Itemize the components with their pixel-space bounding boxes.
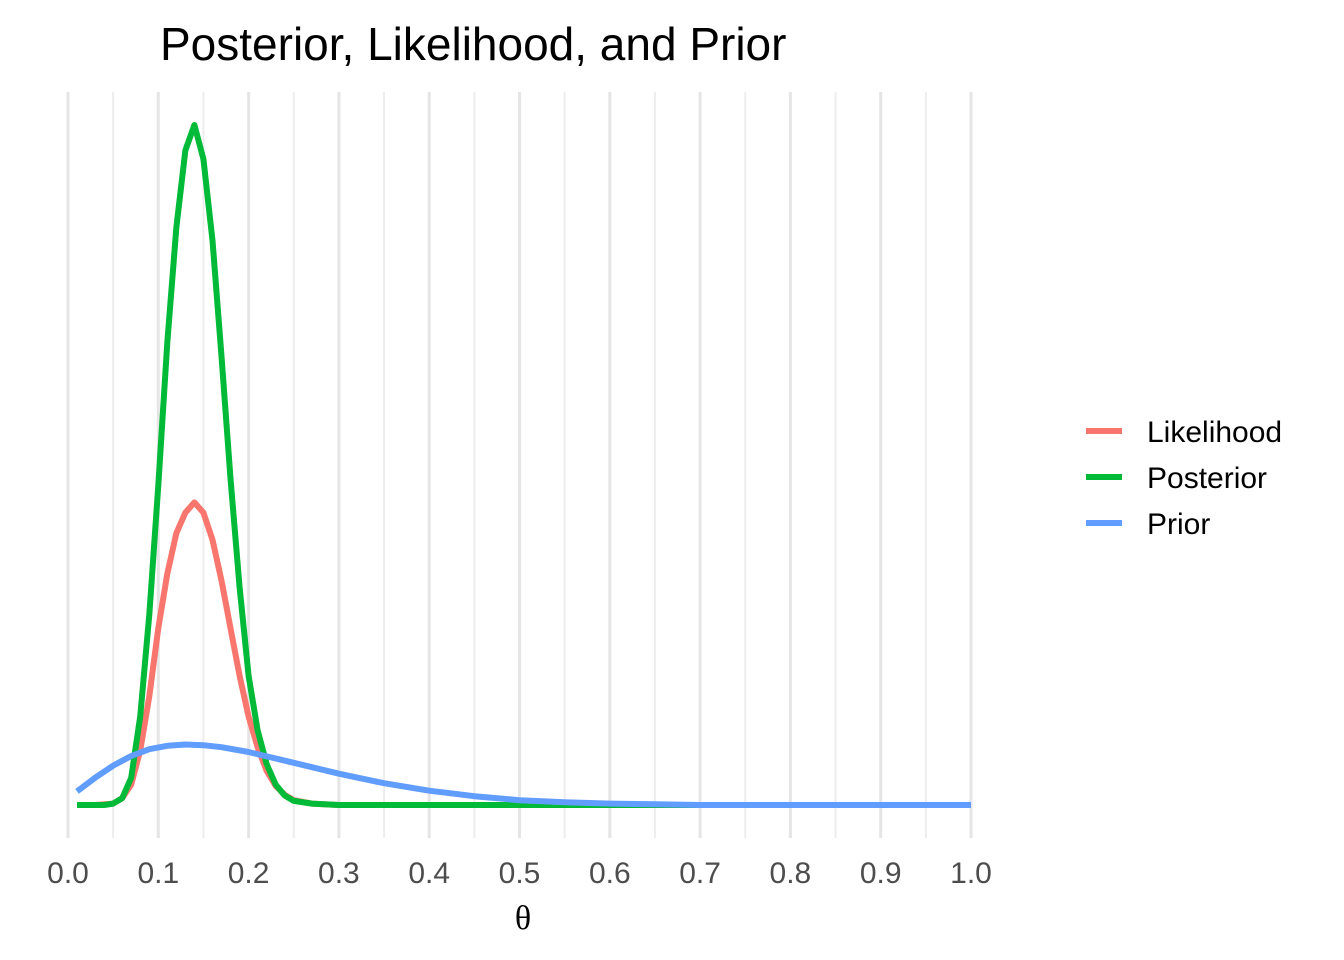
x-tick-label: 0.1: [137, 857, 179, 890]
x-tick-label: 0.5: [499, 857, 541, 890]
x-tick-label: 0.6: [589, 857, 631, 890]
grid: [66, 92, 973, 838]
chart-title: Posterior, Likelihood, and Prior: [160, 18, 786, 70]
legend-label-likelihood: Likelihood: [1147, 416, 1282, 449]
x-tick-label: 0.8: [770, 857, 812, 890]
x-tick-labels: 0.0 0.1 0.2 0.3 0.4 0.5 0.6 0.7 0.8 0.9 1.0: [47, 857, 992, 890]
x-tick-label: 0.3: [318, 857, 360, 890]
legend: Likelihood Posterior Prior: [1086, 416, 1282, 541]
x-tick-label: 0.2: [228, 857, 270, 890]
series-lines: [75, 122, 971, 808]
x-tick-label: 0.9: [860, 857, 902, 890]
series-line-prior: [75, 741, 971, 808]
x-tick-label: 0.7: [679, 857, 721, 890]
x-tick-label: 0.0: [47, 857, 89, 890]
x-tick-label: 0.4: [408, 857, 450, 890]
series-line-likelihood: [77, 499, 971, 808]
x-axis-label: θ: [515, 900, 531, 937]
legend-label-posterior: Posterior: [1147, 462, 1267, 495]
x-tick-label: 1.0: [950, 857, 992, 890]
legend-label-prior: Prior: [1147, 508, 1210, 541]
series-line-posterior: [77, 122, 971, 808]
